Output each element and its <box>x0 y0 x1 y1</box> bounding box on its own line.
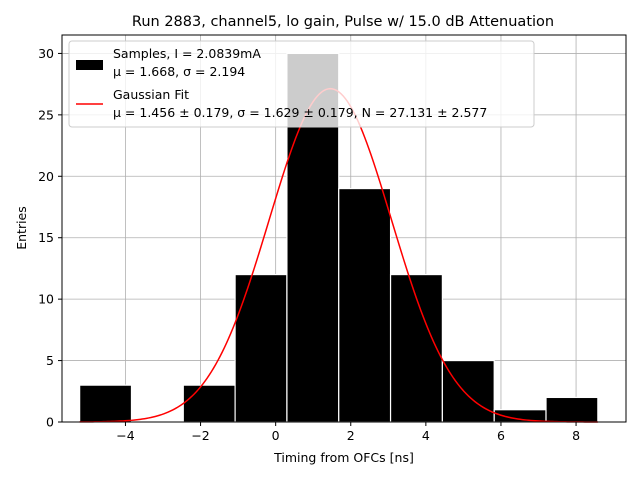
y-tick-label: 30 <box>38 46 54 61</box>
y-tick-label: 20 <box>38 169 54 184</box>
x-axis-ticks: −4 −2 0 2 4 6 8 <box>116 422 580 443</box>
y-tick-label: 10 <box>38 292 54 307</box>
legend-fit-line1: Gaussian Fit <box>113 87 189 102</box>
histogram-bar <box>441 359 495 423</box>
x-tick-label: 6 <box>497 428 505 443</box>
legend-samples-line2: μ = 1.668, σ = 2.194 <box>113 64 245 79</box>
histogram-bar <box>182 384 236 423</box>
legend: Samples, I = 2.0839mA μ = 1.668, σ = 2.1… <box>68 40 535 128</box>
y-axis-label: Entries <box>14 206 29 250</box>
x-tick-label: 4 <box>422 428 430 443</box>
x-tick-label: 8 <box>572 428 580 443</box>
histogram-bar <box>545 396 599 423</box>
plot-frame <box>61 34 627 423</box>
y-tick-label: 25 <box>38 107 54 122</box>
y-axis-ticks: 0 5 10 15 20 25 30 <box>38 46 62 430</box>
x-axis-label: Timing from OFCs [ns] <box>273 450 414 465</box>
chart-title: Run 2883, channel5, lo gain, Pulse w/ 15… <box>132 14 554 30</box>
y-tick-label: 0 <box>46 415 54 430</box>
histogram-bar <box>338 187 392 423</box>
x-tick-label: −2 <box>191 428 209 443</box>
x-tick-label: 0 <box>272 428 280 443</box>
legend-box <box>68 40 535 128</box>
legend-fit-line2: μ = 1.456 ± 0.179, σ = 1.629 ± 0.179, N … <box>113 105 487 120</box>
x-tick-label: 2 <box>347 428 355 443</box>
legend-samples-swatch <box>76 60 103 70</box>
histogram-bar <box>79 384 133 423</box>
legend-samples-line1: Samples, I = 2.0839mA <box>113 46 261 61</box>
x-tick-label: −4 <box>116 428 134 443</box>
y-tick-label: 15 <box>38 230 54 245</box>
y-tick-label: 5 <box>46 353 54 368</box>
histogram-bar <box>234 273 288 423</box>
